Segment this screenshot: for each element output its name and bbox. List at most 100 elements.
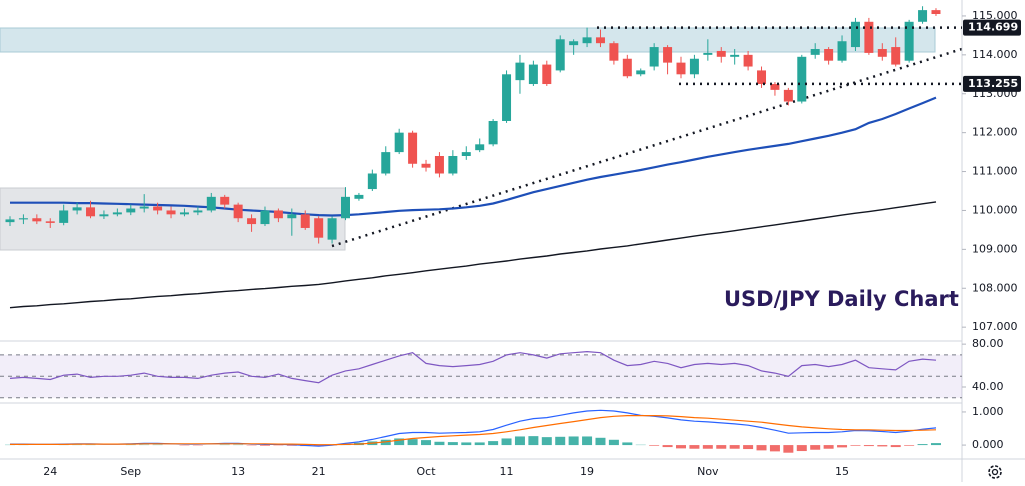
candle-body (650, 47, 659, 66)
macd-histogram-bar (475, 442, 485, 445)
candle-body (153, 207, 162, 211)
candle-body (918, 10, 927, 22)
candle-body (851, 22, 860, 47)
candle-body (180, 212, 189, 214)
price-level-label: 113.255 (968, 77, 1018, 90)
candle-body (730, 55, 739, 57)
macd-histogram-bar (757, 445, 767, 450)
candle-body (140, 207, 149, 209)
candle-body (99, 214, 108, 216)
candle-body (838, 41, 847, 60)
candle-body (824, 49, 833, 61)
candle-body (19, 218, 28, 219)
macd-histogram-bar (649, 445, 659, 446)
y-tick-label: 112.000 (972, 126, 1018, 139)
macd-histogram-bar (864, 445, 874, 446)
y-tick-label: 111.000 (972, 165, 1018, 178)
candle-body (489, 121, 498, 144)
candle-body (784, 90, 793, 102)
candle-body (354, 195, 363, 199)
macd-histogram-bar (703, 445, 713, 449)
macd-histogram-bar (730, 445, 740, 449)
macd-histogram-bar (770, 445, 780, 451)
macd-histogram-bar (488, 441, 498, 445)
y-tick-label: 109.000 (972, 242, 1018, 255)
candle-body (86, 207, 95, 216)
candle-body (757, 70, 766, 84)
macd-histogram-bar (743, 445, 753, 449)
macd-line (10, 410, 936, 446)
trend-line (332, 49, 962, 246)
x-tick-label: Sep (120, 465, 141, 478)
candle-body (502, 74, 511, 121)
y-tick-label: 110.000 (972, 203, 1018, 216)
candle-body (690, 59, 699, 75)
y-tick-label: 80.00 (972, 337, 1004, 350)
candle-body (408, 133, 417, 164)
y-tick-label: 114.000 (972, 48, 1018, 61)
candle-body (314, 218, 323, 237)
macd-histogram-bar (260, 445, 270, 446)
candle-body (636, 70, 645, 74)
y-tick-label: 1.000 (972, 405, 1004, 418)
candle-body (46, 221, 55, 223)
candle-body (59, 210, 68, 222)
macd-histogram-bar (837, 445, 847, 447)
candle-body (368, 174, 377, 190)
candle-body (247, 218, 256, 224)
macd-histogram-bar (408, 439, 418, 445)
settings-icon[interactable] (989, 466, 1001, 478)
candle-body (234, 205, 243, 219)
candle-body (301, 214, 310, 228)
resistance-zone (0, 28, 935, 52)
candle-body (435, 156, 444, 174)
candle-body (328, 218, 337, 239)
candle-body (931, 10, 940, 14)
candle-body (287, 214, 296, 218)
macd-histogram-bar (434, 442, 444, 445)
x-tick-label: 19 (580, 465, 594, 478)
macd-histogram-bar (783, 445, 793, 453)
candle-body (341, 197, 350, 218)
candle-body (717, 51, 726, 57)
candle-body (422, 164, 431, 168)
candle-body (207, 197, 216, 211)
candle-body (569, 41, 578, 45)
macd-histogram-bar (622, 442, 632, 445)
candle-body (878, 49, 887, 57)
candle-body (6, 219, 15, 222)
candle-body (797, 57, 806, 102)
candle-body (864, 22, 873, 53)
macd-histogram-bar (515, 436, 525, 445)
x-tick-label: 24 (43, 465, 57, 478)
macd-histogram-bar (609, 440, 619, 445)
candle-body (274, 210, 283, 218)
candle-body (220, 197, 229, 205)
candle-body (542, 65, 551, 84)
candle-body (448, 156, 457, 174)
candle-body (32, 218, 41, 221)
macd-histogram-bar (663, 445, 673, 447)
candle-body (703, 53, 712, 55)
candle-body (515, 63, 524, 81)
macd-histogram-bar (891, 445, 901, 447)
candle-body (167, 210, 176, 214)
candle-body (744, 55, 753, 67)
candle-body (73, 207, 82, 210)
candle-body (529, 65, 538, 84)
candle-body (260, 210, 269, 224)
price-level-label: 114.699 (968, 21, 1018, 34)
macd-histogram-bar (904, 445, 914, 446)
macd-histogram-bar (877, 445, 887, 446)
candle-body (677, 63, 686, 75)
candle-body (126, 209, 135, 213)
x-tick-label: Nov (697, 465, 719, 478)
x-tick-label: 21 (312, 465, 326, 478)
macd-histogram-bar (528, 436, 538, 445)
macd-histogram-bar (555, 437, 565, 445)
macd-histogram-bar (421, 440, 431, 445)
chart-title: USD/JPY Daily Chart (724, 287, 959, 311)
macd-histogram-bar (716, 445, 726, 449)
macd-histogram-bar (676, 445, 686, 448)
